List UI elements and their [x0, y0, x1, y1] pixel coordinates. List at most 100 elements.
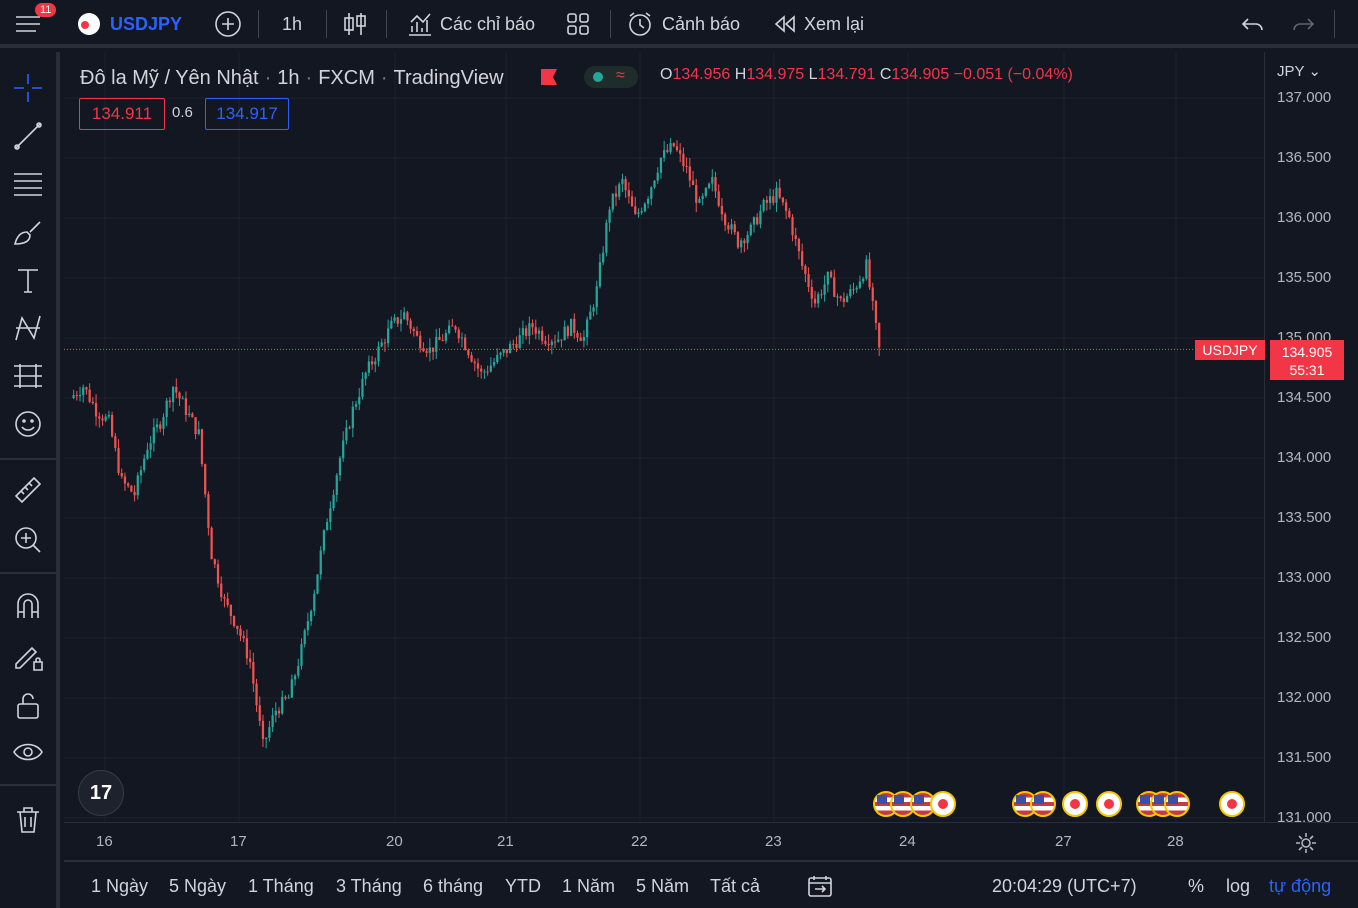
- candle-body: [171, 386, 175, 403]
- range-button[interactable]: 1 Ngày: [91, 876, 149, 896]
- candle-body: [329, 508, 332, 522]
- range-button[interactable]: Tất cả: [710, 876, 761, 896]
- candle-body: [428, 347, 431, 353]
- candle-body: [287, 697, 290, 699]
- candle-body: [415, 331, 419, 336]
- candle-body: [865, 259, 868, 279]
- candle-body: [569, 318, 573, 336]
- tradingview-logo[interactable]: 17: [78, 770, 124, 816]
- range-button[interactable]: 5 Năm: [636, 876, 690, 896]
- log-toggle[interactable]: log: [1226, 876, 1251, 896]
- candle-body: [316, 574, 319, 594]
- hide-tool[interactable]: [10, 736, 46, 772]
- settings-gear-icon[interactable]: [1294, 831, 1318, 855]
- ohlc-values: O134.956 H134.975 L134.791 C134.905 −0.0…: [660, 66, 1073, 84]
- range-button[interactable]: 3 Tháng: [336, 876, 402, 896]
- range-button[interactable]: YTD: [505, 876, 541, 896]
- auto-toggle[interactable]: tự động: [1269, 876, 1332, 896]
- lock-tool[interactable]: [10, 688, 46, 724]
- trendline-tool[interactable]: [10, 118, 46, 154]
- candle-body: [88, 389, 91, 402]
- prediction-tool[interactable]: [10, 358, 46, 394]
- buy-button[interactable]: 134.917: [205, 98, 289, 130]
- event-jp-icon[interactable]: [930, 791, 956, 817]
- replay-button[interactable]: Xem lại: [772, 0, 864, 48]
- candle-body: [621, 179, 624, 185]
- flag-icon[interactable]: [541, 69, 557, 85]
- delete-tool[interactable]: [10, 802, 46, 838]
- candle-body: [759, 210, 762, 225]
- event-us-icon[interactable]: [1030, 791, 1056, 817]
- pattern-tool[interactable]: [10, 310, 46, 346]
- menu-button[interactable]: [14, 0, 42, 48]
- chart-type-button[interactable]: [342, 0, 368, 48]
- text-tool[interactable]: [10, 262, 46, 298]
- candle-body: [746, 235, 749, 244]
- candle-body: [229, 604, 232, 617]
- percent-toggle[interactable]: %: [1188, 876, 1205, 896]
- candle-body: [72, 395, 75, 398]
- time-axis[interactable]: 16 17 20 21 22 23 24 27 28: [64, 822, 1358, 860]
- candle-body: [483, 371, 486, 373]
- range-button[interactable]: 5 Ngày: [169, 876, 227, 896]
- event-us-icon[interactable]: [1164, 791, 1190, 817]
- zoom-tool[interactable]: [10, 522, 46, 558]
- candle-body: [839, 296, 842, 299]
- price-scale[interactable]: 137.000 136.500 136.000 135.500 135.000 134.5…: [1264, 52, 1358, 826]
- range-button[interactable]: 1 Năm: [562, 876, 616, 896]
- candle-body: [486, 371, 489, 373]
- candle-body: [239, 628, 242, 636]
- undo-button[interactable]: [1240, 0, 1266, 48]
- sell-button[interactable]: 134.911: [79, 98, 165, 130]
- candle-body: [332, 494, 335, 509]
- event-jp-icon[interactable]: [1096, 791, 1122, 817]
- candle-body: [627, 190, 630, 197]
- brush-tool[interactable]: [10, 214, 46, 250]
- event-jp-icon[interactable]: [1219, 791, 1245, 817]
- range-button[interactable]: 6 tháng: [423, 876, 484, 896]
- alerts-button[interactable]: Cảnh báo: [626, 0, 740, 48]
- candle-body: [791, 216, 794, 236]
- candle-body: [531, 323, 534, 328]
- market-status-pill[interactable]: ≈: [584, 66, 638, 88]
- symbol-label: USDJPY: [110, 13, 183, 34]
- candle-body: [396, 317, 399, 324]
- candle-body: [553, 341, 557, 343]
- price-chart[interactable]: [64, 52, 1264, 822]
- candle-body: [611, 193, 614, 210]
- symbol-search-button[interactable]: USDJPY: [78, 0, 182, 48]
- candle-body: [656, 172, 659, 181]
- redo-button[interactable]: [1290, 0, 1316, 48]
- compare-symbol-button[interactable]: [214, 0, 242, 48]
- candle-body: [544, 340, 547, 344]
- candle-body: [204, 464, 207, 495]
- chart-pane[interactable]: [64, 52, 1264, 822]
- fib-tool[interactable]: [10, 166, 46, 202]
- clock[interactable]: 20:04:29 (UTC+7): [992, 876, 1137, 896]
- eye-icon: [13, 743, 43, 761]
- range-button[interactable]: 1 Tháng: [248, 876, 314, 896]
- candle-body: [518, 335, 521, 348]
- candle-body: [101, 418, 104, 421]
- candle-body: [521, 328, 525, 336]
- candle-body: [842, 298, 846, 303]
- currency-selector[interactable]: JPY ⌄: [1277, 63, 1321, 80]
- legend-name: Đô la Mỹ / Yên Nhật: [80, 66, 259, 89]
- time-label: 17: [230, 833, 247, 850]
- date-range-icon[interactable]: [807, 874, 833, 898]
- candle-body: [724, 214, 727, 226]
- layouts-button[interactable]: [564, 0, 592, 48]
- magnet-tool[interactable]: [10, 588, 46, 624]
- lock-drawing-tool[interactable]: [10, 638, 46, 674]
- candle-body: [123, 476, 127, 484]
- event-jp-icon[interactable]: [1062, 791, 1088, 817]
- interval-button[interactable]: 1h: [282, 0, 302, 48]
- crosshair-tool[interactable]: [10, 70, 46, 106]
- candle-body: [598, 262, 602, 287]
- measure-tool[interactable]: [10, 472, 46, 508]
- candle-body: [845, 296, 849, 303]
- candle-body: [188, 413, 191, 415]
- indicators-button[interactable]: Các chỉ báo: [406, 0, 535, 48]
- emoji-tool[interactable]: [10, 406, 46, 442]
- currency-label: JPY: [1277, 63, 1305, 80]
